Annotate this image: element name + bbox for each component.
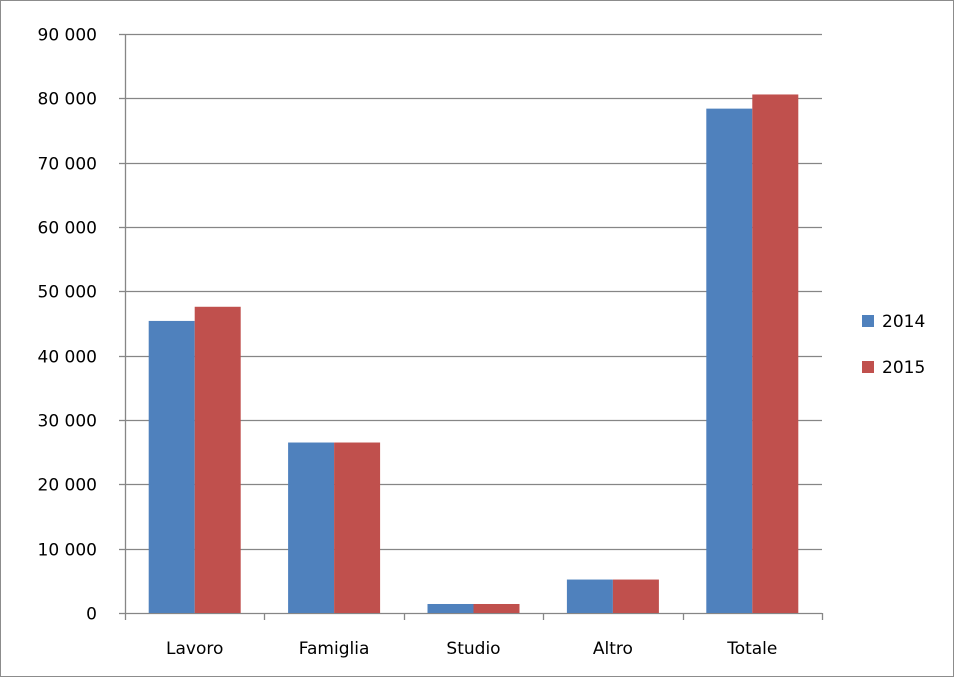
y-tick-label: 80 000 (38, 90, 97, 110)
y-tick-label: 10 000 (38, 541, 97, 561)
legend-swatch-2015 (862, 361, 874, 373)
legend-label-2014: 2014 (882, 312, 925, 332)
x-tick-label: Lavoro (166, 639, 223, 659)
x-tick-label: Studio (446, 639, 500, 659)
y-tick-label: 90 000 (38, 26, 97, 46)
y-tick-label: 60 000 (38, 219, 97, 239)
bar-2014-famiglia (288, 442, 335, 613)
gridlines (125, 33, 822, 551)
y-tick-label: 0 (86, 605, 97, 625)
x-tick-label: Famiglia (299, 639, 370, 659)
x-tick-label: Altro (593, 639, 633, 659)
y-tick-label: 50 000 (38, 283, 97, 303)
bar-2014-altro (566, 579, 613, 613)
legend-swatch-2014 (862, 315, 874, 327)
x-tick-label: Totale (726, 639, 777, 659)
tick-labels: 0 10 000 20 000 30 000 40 000 50 000 60 000 70 … (38, 26, 778, 660)
y-tick-label: 30 000 (38, 412, 97, 432)
bar-2015-totale (752, 94, 799, 614)
y-tick-label: 70 000 (38, 155, 97, 175)
bar-2014-studio (427, 603, 474, 613)
bar-2015-studio (473, 603, 520, 613)
axes (119, 33, 824, 620)
bars (148, 94, 799, 614)
bar-2015-altro (612, 579, 659, 613)
legend-label-2015: 2015 (882, 358, 925, 378)
y-tick-label: 20 000 (38, 476, 97, 496)
bar-2014-totale (706, 108, 753, 614)
y-tick-label: 40 000 (38, 348, 97, 368)
bar-2015-famiglia (334, 442, 381, 613)
bar-2014-lavoro (148, 320, 195, 613)
legend: 2014 2015 (862, 312, 925, 378)
bar-2015-lavoro (194, 306, 241, 613)
